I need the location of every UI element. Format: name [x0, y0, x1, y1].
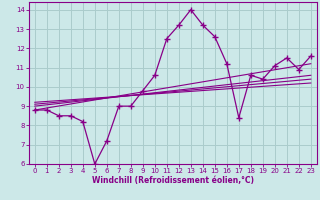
X-axis label: Windchill (Refroidissement éolien,°C): Windchill (Refroidissement éolien,°C) [92, 176, 254, 185]
